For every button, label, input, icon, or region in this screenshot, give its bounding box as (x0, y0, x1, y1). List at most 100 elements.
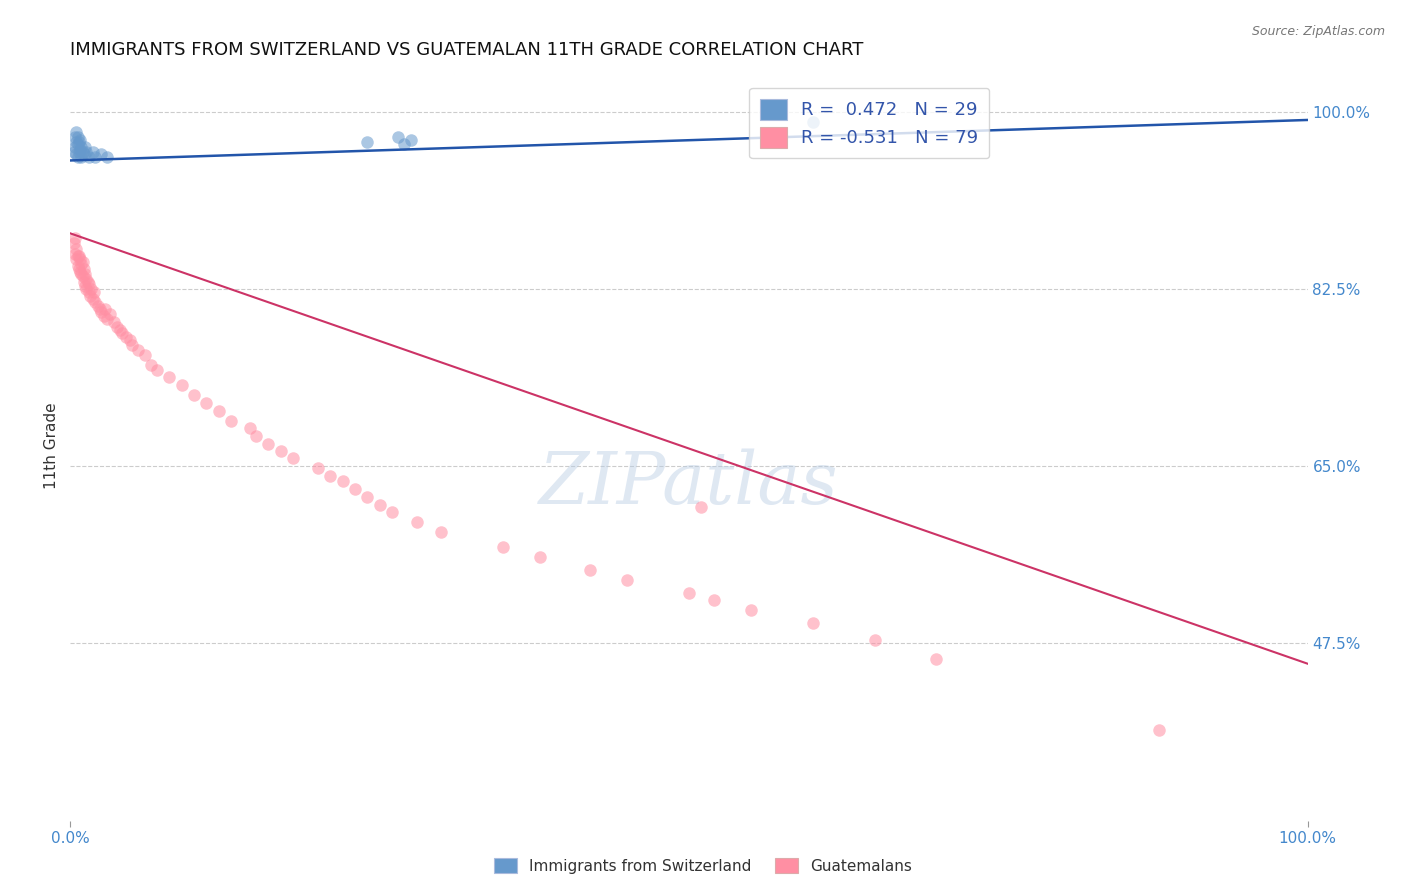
Point (134, 348, 156, 362)
Point (343, 482, 366, 496)
Point (65, 140, 87, 154)
Point (66, 130, 89, 145)
Point (146, 363, 169, 377)
Point (70, 257, 93, 271)
Point (1147, 723, 1170, 737)
Point (69, 144, 91, 158)
Point (96, 312, 118, 326)
Point (73, 147, 96, 161)
Point (740, 603, 762, 617)
Point (108, 322, 131, 336)
Point (90, 147, 112, 161)
Point (75, 267, 97, 281)
Point (307, 461, 329, 475)
Point (67, 261, 90, 276)
Point (77, 277, 100, 291)
Point (84, 295, 107, 310)
Point (394, 137, 416, 152)
Point (65, 130, 87, 145)
Point (75, 145, 97, 160)
Point (77, 285, 100, 299)
Point (616, 573, 638, 587)
Point (73, 261, 96, 276)
Point (239, 421, 262, 435)
Point (529, 550, 551, 565)
Point (127, 343, 149, 357)
Point (103, 316, 125, 330)
Point (66, 249, 89, 263)
Point (65, 147, 87, 161)
Text: IMMIGRANTS FROM SWITZERLAND VS GUATEMALAN 11TH GRADE CORRELATION CHART: IMMIGRANTS FROM SWITZERLAND VS GUATEMALA… (70, 41, 863, 59)
Point (690, 500, 713, 514)
Point (105, 319, 128, 334)
Point (66, 150, 89, 164)
Point (86, 299, 108, 313)
Point (84, 150, 107, 164)
Point (73, 275, 96, 289)
Point (801, 616, 824, 631)
Point (195, 396, 218, 410)
Point (430, 524, 453, 539)
Point (65, 252, 87, 266)
Point (70, 140, 93, 154)
Point (82, 145, 104, 160)
Point (75, 282, 97, 296)
Point (183, 388, 205, 402)
Point (96, 150, 118, 164)
Text: Source: ZipAtlas.com: Source: ZipAtlas.com (1251, 25, 1385, 38)
Point (65, 246, 87, 260)
Point (257, 437, 280, 451)
Point (925, 651, 948, 665)
Point (65, 242, 87, 256)
Point (67, 135, 90, 149)
Point (75, 140, 97, 154)
Point (77, 150, 100, 164)
Point (157, 370, 180, 384)
Point (66, 137, 89, 152)
Point (356, 490, 378, 504)
Point (65, 231, 87, 245)
Point (83, 285, 105, 299)
Point (70, 150, 93, 164)
Point (381, 505, 404, 519)
Point (72, 254, 94, 268)
Point (89, 302, 111, 317)
Point (66, 259, 89, 273)
Point (208, 403, 231, 417)
Point (121, 337, 143, 351)
Point (94, 302, 117, 317)
Point (65, 125, 87, 139)
Legend: R =  0.472   N = 29, R = -0.531   N = 79: R = 0.472 N = 29, R = -0.531 N = 79 (749, 88, 990, 159)
Y-axis label: 11th Grade: 11th Grade (44, 402, 59, 490)
Point (219, 414, 242, 428)
Point (80, 282, 103, 296)
Point (75, 272, 97, 286)
Point (111, 326, 134, 340)
Point (118, 333, 141, 347)
Point (387, 130, 409, 145)
Point (93, 310, 115, 324)
Point (65, 135, 87, 149)
Point (281, 451, 304, 466)
Point (245, 429, 267, 443)
Point (72, 145, 94, 160)
Point (98, 307, 121, 321)
Point (332, 475, 354, 489)
Point (863, 633, 886, 648)
Point (399, 133, 422, 147)
Point (703, 593, 725, 607)
Point (801, 115, 824, 129)
Legend: Immigrants from Switzerland, Guatemalans: Immigrants from Switzerland, Guatemalans (488, 852, 918, 880)
Point (115, 329, 138, 343)
Point (79, 289, 101, 303)
Point (63, 145, 86, 160)
Point (63, 236, 86, 251)
Point (139, 358, 162, 372)
Point (67, 145, 90, 160)
Point (69, 252, 91, 266)
Point (356, 135, 378, 149)
Point (319, 469, 342, 483)
Point (368, 498, 391, 512)
Point (82, 292, 104, 306)
Point (67, 249, 90, 263)
